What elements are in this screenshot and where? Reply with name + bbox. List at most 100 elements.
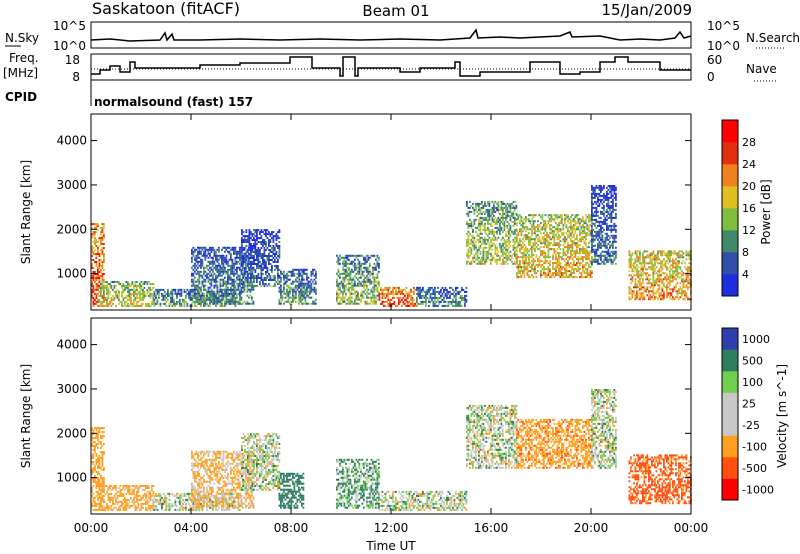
echo-cell: [234, 268, 237, 271]
echo-cell: [152, 294, 155, 297]
echo-cell: [568, 270, 571, 273]
echo-cell: [550, 242, 553, 245]
echo-cell: [300, 300, 302, 303]
echo-cell: [544, 240, 547, 243]
echo-cell: [458, 302, 460, 305]
echo-cell: [466, 240, 468, 243]
echo-cell: [100, 304, 102, 307]
echo-cell: [346, 288, 349, 291]
echo-cell: [565, 274, 568, 277]
echo-cell: [164, 290, 166, 293]
echo-cell: [216, 302, 219, 305]
echo-cell: [231, 270, 234, 273]
echo-cell: [191, 258, 193, 261]
echo-cell: [416, 304, 418, 307]
echo-cell: [242, 277, 245, 279]
echo-cell: [194, 290, 196, 293]
echo-cell: [312, 272, 314, 275]
echo-cell: [497, 236, 500, 239]
echo-cell: [461, 298, 463, 301]
echo-cell: [528, 260, 530, 263]
echo-cell: [562, 272, 565, 275]
echo-cell: [517, 246, 520, 249]
echo-cell: [134, 304, 137, 307]
echo-cell: [313, 278, 316, 281]
echo-cell: [528, 254, 530, 257]
echo-cell: [201, 258, 204, 261]
echo-cell: [251, 273, 254, 275]
echo-cell: [251, 247, 254, 249]
echo-cell: [553, 276, 556, 279]
echo-cell: [122, 283, 125, 285]
echo-cell: [562, 258, 565, 261]
echo-cell: [283, 274, 285, 277]
echo-cell: [648, 274, 650, 277]
echo-cell: [225, 298, 228, 301]
echo-cell: [610, 186, 613, 189]
echo-cell: [479, 212, 482, 215]
echo-cell: [301, 292, 303, 295]
echo-cell: [227, 294, 229, 297]
echo-cell: [532, 268, 535, 271]
echo-cell: [269, 233, 272, 236]
echo-cell: [535, 236, 538, 239]
echo-cell: [222, 282, 225, 285]
echo-cell: [239, 282, 241, 285]
echo-cell: [203, 268, 205, 271]
echo-cell: [259, 241, 261, 243]
echo-cell: [227, 288, 229, 291]
echo-cell: [649, 296, 652, 299]
echo-cell: [607, 200, 610, 203]
echo-cell: [499, 242, 501, 245]
echo-cell: [262, 239, 264, 241]
echo-cell: [101, 304, 104, 307]
freq-trace: [91, 56, 691, 77]
echo-cell: [459, 294, 462, 297]
echo-cell: [265, 255, 267, 257]
echo-cell: [373, 278, 376, 281]
echo-cell: [192, 294, 195, 297]
echo-cell: [577, 256, 580, 259]
echo-cell: [218, 264, 220, 267]
echo-cell: [499, 222, 501, 225]
echo-cell: [342, 298, 344, 301]
echo-cell: [467, 242, 470, 245]
echo-cell: [239, 254, 241, 257]
echo-cell: [615, 228, 617, 231]
echo-cell: [358, 268, 361, 271]
echo-cell: [203, 280, 205, 283]
echo-cell: [643, 262, 646, 265]
echo-cell: [458, 300, 460, 303]
echo-cell: [481, 200, 483, 203]
echo-cell: [376, 286, 379, 289]
echo-cell: [200, 298, 202, 301]
echo-cell: [191, 248, 193, 251]
echo-cell: [410, 294, 412, 297]
echo-cell: [200, 260, 202, 263]
echo-cell: [300, 282, 302, 285]
echo-cell: [546, 276, 548, 279]
echo-cell: [634, 280, 637, 283]
echo-cell: [567, 256, 569, 259]
echo-cell: [268, 241, 270, 243]
echo-cell: [143, 290, 146, 293]
echo-cell: [522, 226, 524, 229]
echo-cell: [298, 298, 301, 301]
echo-cell: [571, 246, 574, 249]
echo-cell: [649, 298, 652, 301]
echo-cell: [243, 252, 246, 255]
echo-cell: [245, 262, 247, 265]
echo-cell: [514, 254, 516, 257]
echo-cell: [479, 260, 482, 263]
echo-cell: [206, 302, 208, 305]
echo-cell: [583, 264, 586, 267]
echo-cell: [594, 186, 596, 189]
echo-cell: [224, 292, 226, 295]
echo-cell: [231, 278, 234, 281]
echo-cell: [609, 240, 611, 243]
echo-cell: [571, 218, 574, 221]
echo-cell: [417, 290, 420, 293]
echo-cell: [259, 265, 261, 267]
echo-cell: [452, 288, 454, 291]
echo-cell: [601, 210, 604, 213]
